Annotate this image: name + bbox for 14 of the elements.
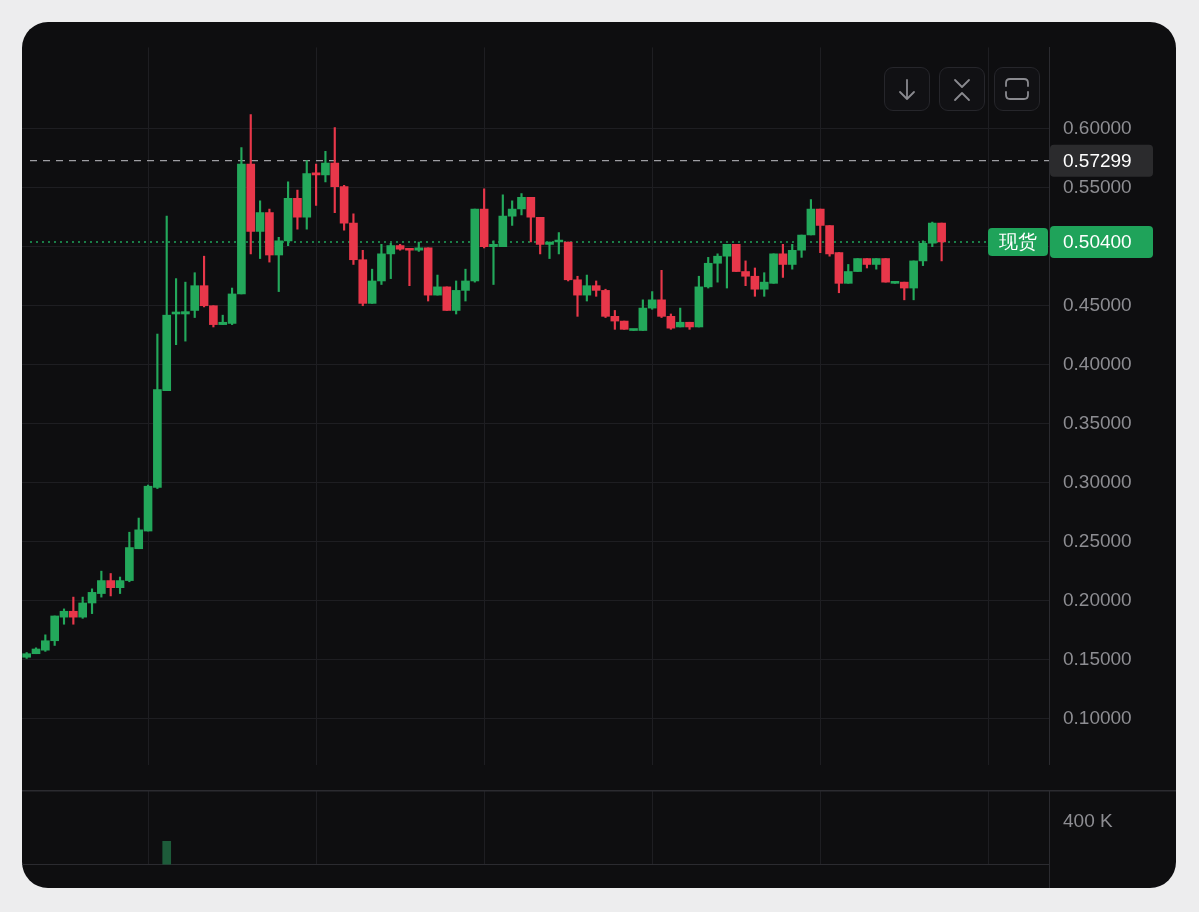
- y-tick-label: 0.35000: [1063, 411, 1132, 433]
- ref-line-label: 0.50400: [1063, 231, 1132, 253]
- y-tick-label: 0.55000: [1063, 176, 1132, 198]
- ref-line-label: 0.57299: [1063, 149, 1132, 171]
- y-tick-label: 0.15000: [1063, 647, 1132, 669]
- y-tick-label: 0.20000: [1063, 588, 1132, 610]
- text: 400 K: [1063, 810, 1113, 832]
- y-tick-label: 0.25000: [1063, 529, 1132, 551]
- y-tick-label: 0.30000: [1063, 470, 1132, 492]
- annotation: 现货: [999, 231, 1037, 253]
- y-tick-label: 0.60000: [1063, 117, 1132, 139]
- y-tick-label: 0.45000: [1063, 293, 1132, 315]
- y-tick-label: 0.10000: [1063, 706, 1132, 728]
- y-tick-label: 0.40000: [1063, 352, 1132, 374]
